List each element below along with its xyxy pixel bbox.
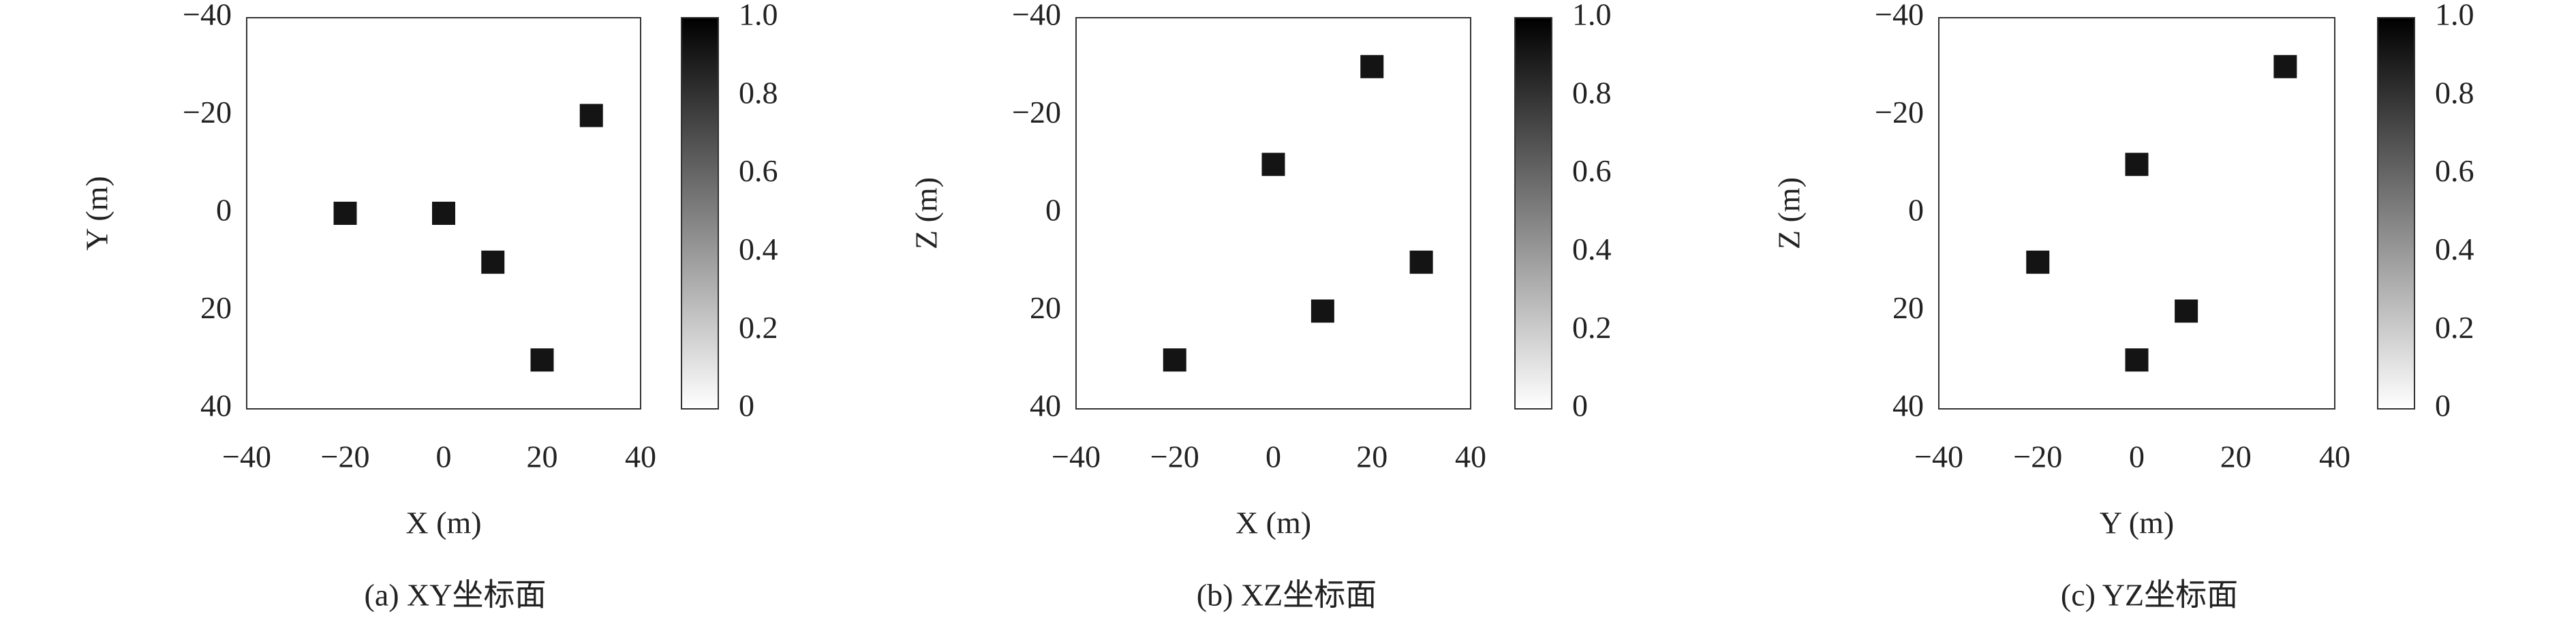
y-tick-label: 0 xyxy=(1908,193,1924,228)
point xyxy=(2125,153,2149,176)
point xyxy=(1163,348,1186,372)
colorbar-tick-label: 1.0 xyxy=(739,0,778,32)
y-tick-label: −40 xyxy=(183,0,232,32)
colorbar-tick-label: 0.2 xyxy=(1572,310,1612,345)
point xyxy=(2175,299,2198,323)
x-tick-label: 40 xyxy=(1455,440,1486,474)
y-tick-label: 40 xyxy=(1030,388,1061,423)
point xyxy=(1409,250,1433,274)
y-tick-label: 20 xyxy=(1892,290,1924,325)
colorbar-tick-label: 0.8 xyxy=(2435,75,2474,110)
point xyxy=(481,250,505,274)
panel: −40 −20 0 20 40 −40 −20 0 20 40 Y (m) Z (m) (c) YZ坐标… xyxy=(1772,0,2474,613)
y-axis-label: Z (m) xyxy=(1772,177,1807,249)
y-tick-label: 40 xyxy=(1892,388,1924,423)
colorbar-tick-label: 0.2 xyxy=(2435,310,2474,345)
colorbar xyxy=(2377,17,2415,410)
x-tick-label: −40 xyxy=(222,440,271,474)
y-tick-label: −20 xyxy=(183,95,232,129)
point xyxy=(530,348,554,372)
colorbar-tick-label: 0.8 xyxy=(1572,75,1612,110)
colorbar-tick-label: 0.6 xyxy=(2435,153,2474,188)
panel: −40 −20 0 20 40 −40 −20 0 20 40 X (m) Z (m) (b) XZ坐标… xyxy=(909,0,1612,613)
point xyxy=(1261,153,1285,176)
colorbar-tick-label: 0.2 xyxy=(739,310,778,345)
colorbar xyxy=(1514,17,1552,410)
panel: −40 −20 0 20 40 −40 −20 0 20 40 X (m) Y (m) (a) XY坐标… xyxy=(80,0,778,613)
x-tick-label: 0 xyxy=(1266,440,1281,474)
y-tick-label: 40 xyxy=(200,388,232,423)
y-tick-label: 0 xyxy=(216,193,232,228)
colorbar-tick-label: 0 xyxy=(1572,388,1588,423)
y-tick-label: −40 xyxy=(1875,0,1924,32)
colorbar-tick-label: 0 xyxy=(739,388,754,423)
colorbar-tick-label: 1.0 xyxy=(2435,0,2474,32)
caption: (c) YZ坐标面 xyxy=(2061,578,2238,613)
x-tick-label: 40 xyxy=(2319,440,2350,474)
y-tick-label: 0 xyxy=(1045,193,1061,228)
plot-area xyxy=(1938,17,2335,410)
point xyxy=(1310,299,1334,323)
point xyxy=(333,202,357,225)
colorbar-tick-label: 0.8 xyxy=(739,75,778,110)
plot-area xyxy=(1075,17,1471,410)
caption: (b) XZ坐标面 xyxy=(1197,578,1377,613)
x-tick-label: −40 xyxy=(1914,440,1963,474)
point xyxy=(1360,55,1384,78)
x-tick-label: −20 xyxy=(321,440,370,474)
colorbar-tick-label: 1.0 xyxy=(1572,0,1612,32)
point xyxy=(579,104,603,127)
colorbar-tick-label: 0.6 xyxy=(739,153,778,188)
y-tick-label: −20 xyxy=(1012,95,1061,129)
point xyxy=(2273,55,2297,78)
y-tick-label: 20 xyxy=(200,290,232,325)
point xyxy=(2125,348,2149,372)
colorbar-tick-label: 0.4 xyxy=(1572,232,1612,266)
x-tick-label: −20 xyxy=(1150,440,1199,474)
caption: (a) XY坐标面 xyxy=(365,578,547,613)
point xyxy=(432,202,455,225)
x-tick-label: −20 xyxy=(2013,440,2062,474)
y-tick-label: 20 xyxy=(1030,290,1061,325)
y-tick-label: −20 xyxy=(1875,95,1924,129)
colorbar-tick-label: 0.4 xyxy=(2435,232,2474,266)
x-axis-label: Y (m) xyxy=(2100,506,2174,540)
x-tick-label: −40 xyxy=(1052,440,1101,474)
point xyxy=(2026,250,2050,274)
x-axis-label: X (m) xyxy=(405,506,481,540)
x-tick-label: 40 xyxy=(625,440,656,474)
y-axis-label: Z (m) xyxy=(909,177,944,249)
colorbar-tick-label: 0.6 xyxy=(1572,153,1612,188)
plot-area xyxy=(246,17,641,410)
y-tick-label: −40 xyxy=(1012,0,1061,32)
x-axis-label: X (m) xyxy=(1236,506,1311,540)
x-tick-label: 0 xyxy=(436,440,452,474)
x-tick-label: 20 xyxy=(2220,440,2252,474)
x-tick-label: 20 xyxy=(1356,440,1387,474)
colorbar xyxy=(681,17,719,410)
x-tick-label: 20 xyxy=(527,440,558,474)
x-tick-label: 0 xyxy=(2129,440,2145,474)
colorbar-tick-label: 0.4 xyxy=(739,232,778,266)
y-axis-label: Y (m) xyxy=(80,176,114,250)
colorbar-tick-label: 0 xyxy=(2435,388,2451,423)
